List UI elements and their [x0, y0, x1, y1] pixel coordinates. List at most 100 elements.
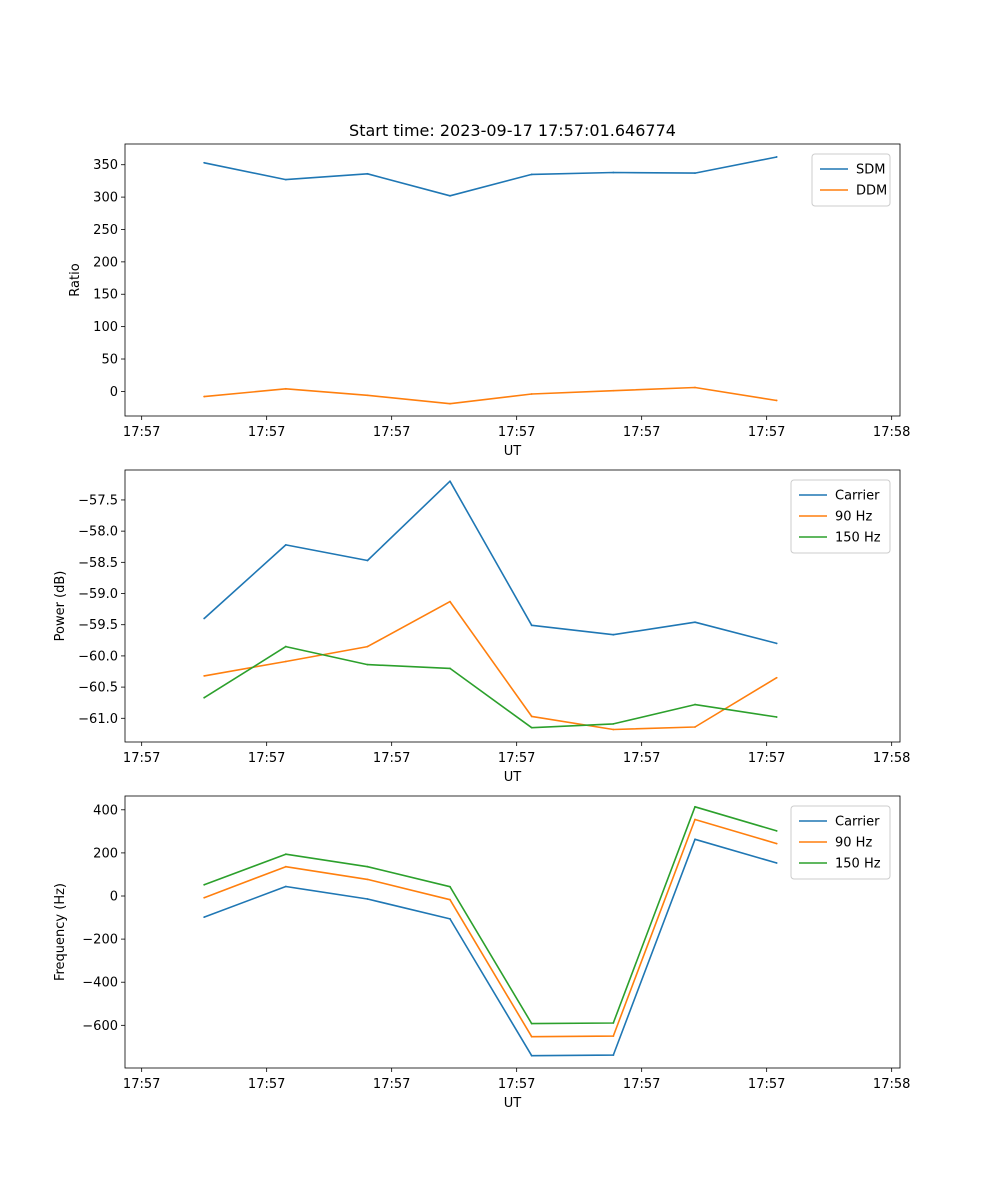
frequency-y-tick-label: −400 — [82, 976, 118, 991]
ratio-data-point-ddm — [449, 402, 451, 405]
frequency-x-tick-label: 17:57 — [123, 1077, 160, 1092]
ratio-series-line-ddm — [204, 386, 777, 405]
frequency-y-tick-label: −600 — [82, 1019, 118, 1034]
ratio-data-point-sdm — [694, 172, 696, 175]
ratio-data-point-sdm — [284, 178, 287, 181]
ratio-y-tick-label: 300 — [93, 191, 118, 206]
ratio-data-point-ddm — [775, 399, 778, 402]
ratio-y-tick-label: 350 — [93, 158, 118, 173]
frequency-data-point-carrier — [612, 1054, 615, 1056]
frequency-x-tick-label: 17:58 — [873, 1077, 910, 1092]
power-data-point-150-hz — [366, 663, 369, 666]
frequency-data-point-150-hz — [284, 853, 287, 856]
ratio-y-tick-label: 50 — [101, 353, 118, 368]
frequency-x-axis-label: UT — [504, 1096, 522, 1111]
frequency-data-point-150-hz — [203, 883, 206, 886]
power-y-tick-label: −60.0 — [78, 649, 118, 664]
power-x-tick-label: 17:57 — [248, 751, 285, 766]
frequency-series-line-90-hz — [203, 818, 777, 1038]
power-y-tick-label: −60.5 — [78, 681, 118, 696]
frequency-data-point-150-hz — [366, 865, 369, 868]
power-y-tick-label: −58.5 — [78, 556, 118, 571]
power-x-axis-label: UT — [504, 770, 522, 785]
frequency-data-point-90-hz — [284, 865, 287, 868]
power-data-point-150-hz — [775, 716, 778, 718]
frequency-legend-label-150-hz: 150 Hz — [835, 857, 881, 872]
power-data-point-carrier — [612, 633, 615, 636]
power-legend-label-150-hz: 150 Hz — [835, 531, 881, 546]
frequency-data-point-carrier — [694, 838, 696, 841]
frequency-data-point-carrier — [530, 1054, 533, 1057]
power-panel: 17:57 17:57 17:57 17:57 17:57 17:57 17:58 −61.0… — [53, 469, 910, 785]
ratio-data-point-ddm — [694, 386, 696, 389]
ratio-data-point-sdm — [775, 156, 778, 158]
power-legend: Carrier 90 Hz 150 Hz — [790, 479, 891, 554]
frequency-data-point-150-hz — [775, 830, 778, 832]
power-y-tick-label: −59.5 — [78, 618, 118, 633]
frequency-axes-frame — [124, 795, 901, 1069]
ratio-y-tick-label: 100 — [93, 320, 118, 335]
ratio-data-point-ddm — [612, 389, 615, 392]
frequency-series-line-carrier — [203, 838, 777, 1057]
ratio-data-point-ddm — [284, 387, 287, 390]
power-data-point-carrier — [775, 642, 778, 645]
ratio-x-tick-label: 17:57 — [748, 425, 785, 440]
power-x-tick-label: 17:57 — [123, 751, 160, 766]
frequency-y-tick-label: 0 — [110, 890, 118, 905]
ratio-data-point-ddm — [530, 393, 533, 395]
frequency-y-tick-label: 400 — [93, 803, 118, 818]
power-data-point-90-hz — [284, 660, 287, 663]
ratio-x-tick-label: 17:57 — [623, 425, 660, 440]
power-data-point-90-hz — [203, 674, 206, 677]
ratio-y-axis-label: Ratio — [68, 263, 83, 296]
ratio-legend-label-sdm: SDM — [856, 163, 885, 178]
power-series-line-150-hz — [203, 645, 777, 729]
power-y-axis-label: Power (dB) — [53, 571, 68, 642]
ratio-x-tick-label: 17:58 — [873, 425, 910, 440]
power-x-tick-label: 17:57 — [623, 751, 660, 766]
power-data-point-carrier — [203, 617, 206, 620]
frequency-data-point-90-hz — [612, 1035, 615, 1038]
frequency-data-point-90-hz — [203, 896, 206, 899]
frequency-data-point-150-hz — [612, 1022, 615, 1024]
frequency-data-point-150-hz — [449, 885, 451, 888]
power-series-line-carrier — [203, 480, 777, 645]
power-data-point-150-hz — [612, 723, 615, 725]
frequency-data-point-90-hz — [694, 818, 696, 821]
frequency-x-tick-label: 17:57 — [748, 1077, 785, 1092]
frequency-y-axis-label: Frequency (Hz) — [53, 883, 68, 981]
ratio-data-point-sdm — [366, 172, 369, 175]
frequency-y-tick-label: −200 — [82, 933, 118, 948]
frequency-data-point-carrier — [366, 898, 369, 900]
frequency-data-point-150-hz — [694, 805, 696, 808]
power-axes-frame — [124, 469, 901, 743]
power-data-point-150-hz — [694, 703, 696, 706]
frequency-series-line-150-hz — [203, 805, 777, 1025]
power-data-point-150-hz — [530, 726, 533, 729]
ratio-data-point-sdm — [449, 194, 451, 197]
ratio-x-axis-label: UT — [504, 444, 522, 459]
ratio-legend: SDM DDM — [811, 153, 891, 207]
ratio-axes-frame — [124, 143, 901, 417]
ratio-legend-box — [811, 153, 891, 207]
ratio-x-tick-label: 17:57 — [123, 425, 160, 440]
power-x-tick-label: 17:58 — [873, 751, 910, 766]
figure-title: Start time: 2023-09-17 17:57:01.646774 — [349, 121, 676, 140]
ratio-data-point-sdm — [530, 173, 533, 176]
frequency-x-tick-label: 17:57 — [373, 1077, 410, 1092]
ratio-panel: 17:57 17:57 17:57 17:57 17:57 17:57 17:58 0 50 10… — [68, 143, 910, 459]
frequency-legend-label-carrier: Carrier — [835, 815, 880, 830]
ratio-series-line-sdm — [204, 156, 777, 197]
power-data-point-90-hz — [530, 715, 533, 718]
frequency-x-tick-label: 17:57 — [248, 1077, 285, 1092]
ratio-y-tick-label: 0 — [110, 385, 118, 400]
power-y-tick-label: −61.0 — [78, 712, 118, 727]
frequency-panel: 17:57 17:57 17:57 17:57 17:57 17:57 17:58 −600 −… — [53, 795, 910, 1111]
power-data-point-90-hz — [449, 600, 451, 603]
frequency-data-point-90-hz — [449, 898, 451, 901]
frequency-data-point-90-hz — [366, 878, 369, 881]
frequency-data-point-90-hz — [530, 1035, 533, 1038]
power-data-point-90-hz — [775, 676, 778, 679]
power-data-point-90-hz — [366, 645, 369, 648]
ratio-data-point-ddm — [203, 395, 206, 398]
